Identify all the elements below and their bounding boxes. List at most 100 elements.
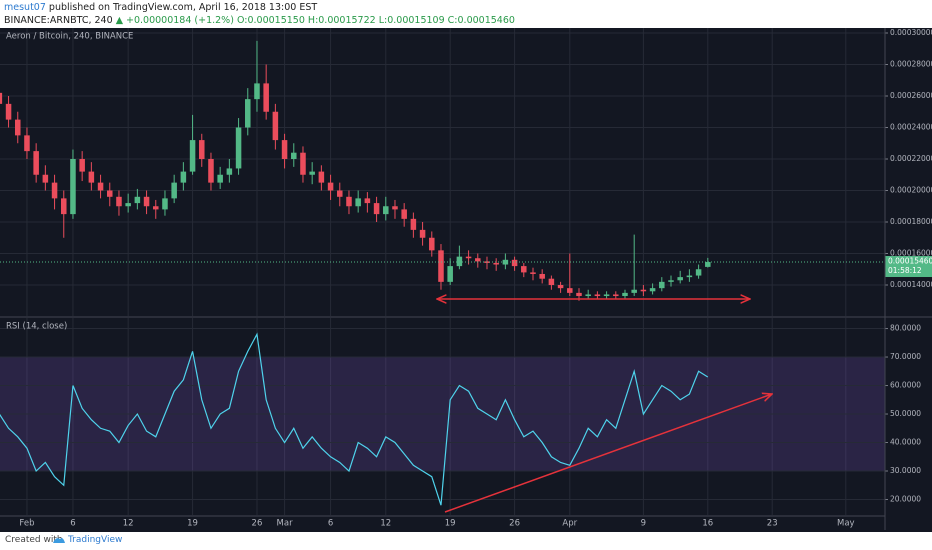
candle-body bbox=[576, 292, 582, 297]
candle-body bbox=[631, 289, 637, 293]
candle-body bbox=[594, 294, 601, 297]
y-tick-label: 80.0000 bbox=[890, 324, 921, 333]
candle-body bbox=[686, 275, 693, 278]
candle-body bbox=[419, 229, 426, 238]
last-price-tag bbox=[885, 256, 932, 278]
y-tick-label: 0.00020000 bbox=[890, 185, 932, 194]
candle-body bbox=[530, 272, 536, 274]
y-tick-label: 40.0000 bbox=[890, 438, 921, 447]
created-with: Created with bbox=[5, 535, 63, 545]
logo bbox=[53, 538, 65, 543]
candle-body bbox=[318, 171, 325, 183]
candle-body bbox=[300, 152, 306, 175]
candle-body bbox=[153, 206, 159, 210]
candle-body bbox=[97, 182, 104, 191]
candle-body bbox=[383, 206, 389, 215]
candle-body bbox=[649, 288, 656, 292]
brand[interactable]: TradingView bbox=[68, 535, 123, 545]
candle-body bbox=[281, 140, 288, 159]
candle-body bbox=[134, 196, 141, 204]
candle-body bbox=[668, 280, 674, 282]
candle-body bbox=[364, 198, 371, 204]
candle-body bbox=[33, 151, 39, 175]
candle-body bbox=[622, 292, 628, 297]
candle-body bbox=[79, 158, 85, 172]
candle-body bbox=[24, 135, 30, 152]
candle-body bbox=[291, 152, 297, 159]
candle-body bbox=[502, 259, 509, 265]
candle-body bbox=[392, 206, 398, 210]
ohlc-open: O:0.00015150 bbox=[236, 15, 305, 26]
x-tick-label: 6 bbox=[328, 519, 333, 529]
x-tick-label: 6 bbox=[70, 519, 75, 529]
symbol-line: BINANCE:ARNBTC, 240 ▲ +0.00000184 (+1.2%… bbox=[4, 15, 515, 26]
candle-body bbox=[346, 196, 352, 207]
candle-body bbox=[143, 196, 150, 207]
candle-body bbox=[705, 262, 711, 267]
candle-body bbox=[60, 198, 67, 215]
candle-body bbox=[70, 158, 76, 215]
candle-body bbox=[456, 256, 463, 267]
x-tick-label: Apr bbox=[562, 519, 577, 529]
y-tick-label: 20.0000 bbox=[890, 494, 921, 503]
candle-body bbox=[677, 277, 683, 281]
ohlc-low: L:0.00015109 bbox=[378, 15, 445, 26]
candle-body bbox=[226, 168, 233, 175]
y-tick-label: 0.00026000 bbox=[890, 91, 932, 100]
candle-body bbox=[603, 294, 610, 297]
candle-body bbox=[355, 198, 361, 207]
x-tick-label: 12 bbox=[123, 519, 134, 529]
y-tick-label: 30.0000 bbox=[890, 466, 921, 475]
candle-body bbox=[125, 203, 131, 207]
candle-body bbox=[548, 278, 555, 286]
countdown: 01:58:12 bbox=[888, 266, 922, 275]
candle-body bbox=[567, 288, 573, 293]
candle-body bbox=[235, 127, 242, 169]
y-tick-label: 0.00022000 bbox=[890, 154, 932, 163]
candle-body bbox=[42, 174, 49, 183]
candle-body bbox=[465, 256, 472, 259]
candle-body bbox=[5, 103, 12, 120]
y-tick-label: 0.00014000 bbox=[890, 280, 932, 289]
ohlc-high: H:0.00015722 bbox=[307, 15, 376, 26]
y-tick-label: 50.0000 bbox=[890, 409, 921, 418]
y-tick-label: 0.00024000 bbox=[890, 122, 932, 131]
candle-body bbox=[180, 171, 187, 183]
x-tick-label: 16 bbox=[702, 519, 713, 529]
candle-body bbox=[162, 198, 168, 210]
candle-body bbox=[493, 262, 499, 265]
candle-body bbox=[171, 182, 177, 199]
x-tick-label: 19 bbox=[445, 519, 456, 529]
footer: Created with TradingView bbox=[0, 532, 932, 550]
candle-body bbox=[410, 218, 417, 230]
y-tick-label: 0.00016000 bbox=[890, 249, 932, 258]
chart: Feb 6 12 19 26 Mar 6 12 19 26 Apr 9 16 23 May 0.0001400… bbox=[0, 28, 932, 532]
x-tick-label: May bbox=[837, 519, 855, 529]
rsi-line bbox=[0, 332, 709, 506]
y-tick-label: 0.00030000 bbox=[890, 28, 932, 37]
candle-body bbox=[189, 140, 196, 172]
candle-body bbox=[0, 92, 3, 104]
candle-body bbox=[272, 111, 279, 141]
last-price-label: 0.00015460 bbox=[888, 257, 932, 266]
user[interactable]: mesut07 bbox=[4, 2, 46, 13]
x-tick-label: 19 bbox=[187, 519, 198, 529]
candle-body bbox=[217, 174, 223, 183]
published: published on TradingView.com, April 16, … bbox=[48, 2, 318, 13]
rsi-pane-title: RSI (14, close) bbox=[6, 322, 67, 332]
x-tick-label: 23 bbox=[767, 519, 778, 529]
candle-body bbox=[640, 289, 647, 292]
candle-body bbox=[511, 259, 518, 267]
price-pane-title: Aeron / Bitcoin, 240, BINANCE bbox=[6, 32, 133, 42]
x-tick-label: 26 bbox=[252, 519, 263, 529]
candle-body bbox=[521, 266, 527, 273]
change: ▲ +0.00000184 (+1.2%) bbox=[115, 15, 234, 26]
candle-body bbox=[659, 281, 665, 289]
candle-body bbox=[199, 140, 205, 159]
candle-body bbox=[208, 158, 214, 183]
candle-body bbox=[447, 266, 453, 282]
candle-body bbox=[14, 119, 21, 136]
candle-body bbox=[539, 273, 545, 279]
candle-body bbox=[88, 171, 95, 183]
